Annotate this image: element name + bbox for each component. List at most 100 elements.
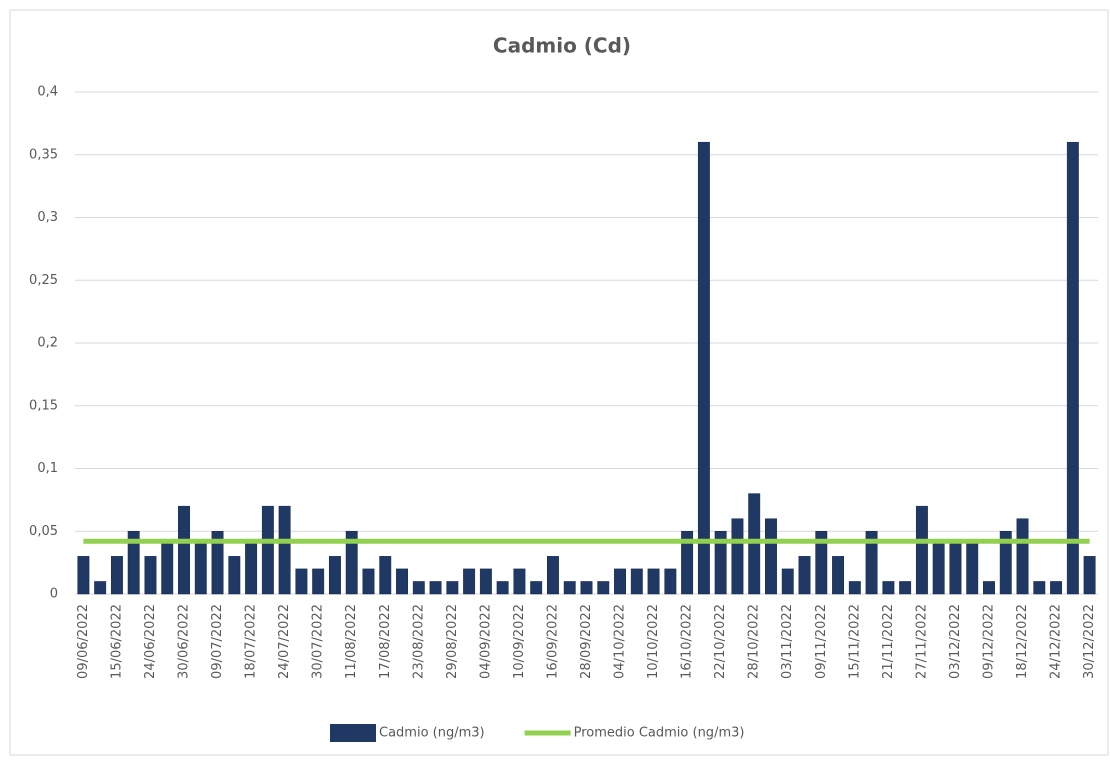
bar: [429, 581, 442, 595]
bar: [1083, 556, 1096, 595]
bar: [765, 518, 777, 595]
x-tick-label: 24/12/2022: [1049, 604, 1064, 679]
x-tick-label: 09/11/2022: [814, 604, 829, 679]
bar: [580, 581, 593, 595]
bar: [412, 581, 425, 595]
bar: [446, 581, 459, 595]
bar: [211, 531, 224, 595]
bar: [1066, 141, 1079, 595]
bar: [547, 556, 559, 595]
x-tick-label: 30/06/2022: [177, 604, 192, 679]
bar: [94, 581, 107, 595]
y-tick-label: 0,4: [37, 85, 58, 100]
y-tick-label: 0,2: [37, 336, 58, 351]
bar: [832, 556, 845, 595]
bar: [697, 141, 710, 595]
bar: [714, 531, 727, 595]
y-tick-label: 0: [50, 587, 58, 602]
bar: [278, 505, 291, 595]
x-tick-label: 16/09/2022: [545, 604, 560, 679]
x-tick-label: 15/06/2022: [109, 604, 124, 679]
bar: [463, 568, 476, 595]
bar: [328, 556, 341, 595]
bar: [513, 568, 526, 595]
legend-swatch: [330, 724, 376, 742]
bar: [949, 543, 962, 595]
bar: [295, 568, 308, 595]
y-tick-label: 0,25: [29, 273, 58, 288]
bar: [362, 568, 375, 595]
x-tick-label: 11/08/2022: [344, 604, 359, 679]
bar: [815, 531, 828, 595]
x-tick-label: 03/12/2022: [948, 604, 963, 679]
x-tick-label: 04/10/2022: [613, 604, 628, 679]
x-tick-label: 03/11/2022: [780, 604, 795, 679]
x-tick-label: 15/11/2022: [847, 604, 862, 679]
bar: [865, 531, 878, 595]
x-tick-label: 24/07/2022: [277, 604, 292, 679]
bar: [396, 568, 408, 595]
x-tick-label: 23/08/2022: [411, 604, 426, 679]
bar: [530, 581, 543, 595]
bar: [345, 531, 358, 595]
bar: [647, 568, 660, 595]
x-tick-label: 22/10/2022: [713, 604, 728, 679]
bar: [1016, 518, 1029, 595]
bar: [77, 556, 90, 595]
bar: [882, 581, 895, 595]
bar: [379, 556, 392, 595]
x-tick-label: 18/07/2022: [244, 604, 259, 679]
bar: [748, 493, 761, 595]
bar: [630, 568, 643, 595]
legend-label: Promedio Cadmio (ng/m3): [574, 726, 745, 741]
bar: [597, 581, 610, 595]
x-tick-label: 29/08/2022: [445, 604, 460, 679]
bar: [261, 505, 274, 595]
bar: [178, 505, 190, 595]
x-tick-label: 09/06/2022: [76, 604, 91, 679]
bar: [781, 568, 794, 595]
bar: [966, 543, 979, 595]
x-tick-label: 28/10/2022: [747, 604, 762, 679]
x-tick-label: 04/09/2022: [478, 604, 493, 679]
chart-title: Cadmio (Cd): [493, 34, 631, 58]
bar: [563, 581, 576, 595]
x-tick-label: 30/07/2022: [311, 604, 326, 679]
bar: [848, 581, 861, 595]
bar: [932, 543, 945, 595]
bar: [899, 581, 912, 595]
x-tick-label: 18/12/2022: [1015, 604, 1030, 679]
bar: [915, 505, 928, 595]
bar: [496, 581, 509, 595]
bar: [161, 543, 174, 595]
x-tick-label: 10/09/2022: [512, 604, 527, 679]
bar: [664, 568, 677, 595]
bar: [614, 568, 626, 595]
x-tick-label: 21/11/2022: [881, 604, 896, 679]
x-tick-label: 30/12/2022: [1082, 604, 1097, 679]
x-tick-label: 09/12/2022: [981, 604, 996, 679]
bar: [1050, 581, 1063, 595]
x-tick-label: 27/11/2022: [914, 604, 929, 679]
chart-frame: [9, 9, 1109, 756]
y-tick-label: 0,3: [37, 210, 58, 225]
legend-label: Cadmio (ng/m3): [379, 726, 485, 741]
bar: [999, 531, 1012, 595]
x-tick-label: 09/07/2022: [210, 604, 225, 679]
x-tick-label: 28/09/2022: [579, 604, 594, 679]
bar: [1033, 581, 1046, 595]
bar: [731, 518, 744, 595]
bar: [983, 581, 995, 595]
bar: [110, 556, 123, 595]
bar: [681, 531, 694, 595]
bar: [245, 543, 258, 595]
y-tick-label: 0,35: [29, 147, 58, 162]
bar: [194, 543, 207, 595]
x-tick-label: 10/10/2022: [646, 604, 661, 679]
x-tick-label: 24/06/2022: [143, 604, 158, 679]
bar: [479, 568, 492, 595]
bar: [228, 556, 241, 595]
x-tick-label: 17/08/2022: [378, 604, 393, 679]
y-tick-label: 0,15: [29, 398, 58, 413]
